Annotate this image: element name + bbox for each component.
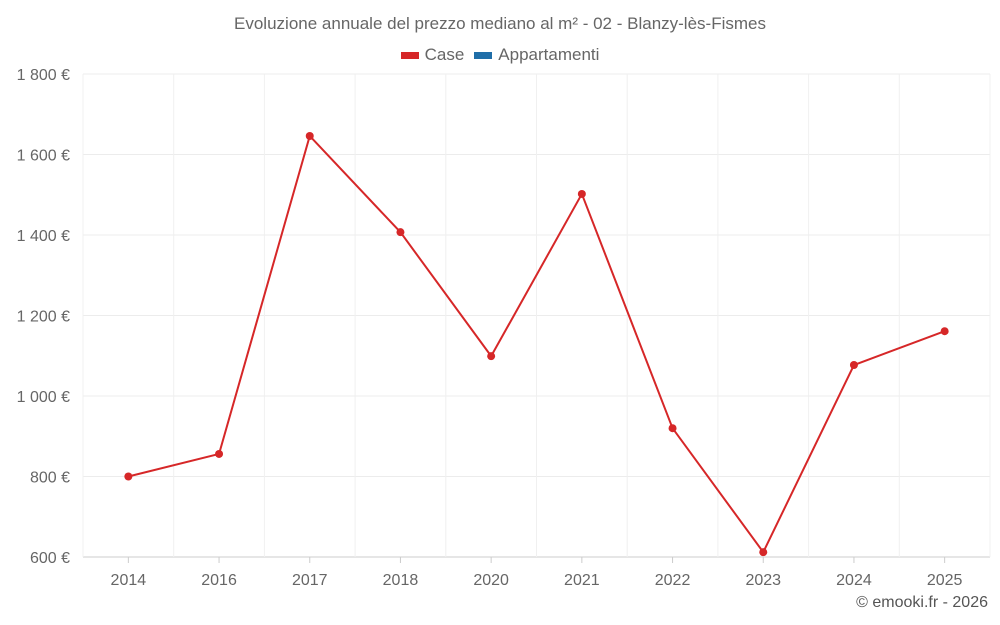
x-tick-label: 2017 (292, 572, 328, 589)
x-tick-label: 2014 (111, 572, 147, 589)
legend-label-appartamenti: Appartamenti (498, 45, 600, 64)
x-tick-label: 2020 (473, 572, 509, 589)
y-tick-label: 1 000 € (17, 389, 70, 406)
data-point (940, 327, 949, 336)
legend-item-appartamenti[interactable]: Appartamenti (474, 45, 599, 65)
y-tick-label: 1 200 € (17, 309, 70, 326)
series-line-case (128, 134, 945, 555)
data-point (759, 548, 768, 557)
legend-swatch-appartamenti (474, 51, 493, 59)
data-point (305, 131, 314, 140)
x-tick-label: 2021 (564, 572, 600, 589)
y-tick-label: 800 € (30, 470, 70, 487)
legend-item-case[interactable]: Case (400, 45, 465, 65)
chart-title: Evoluzione annuale del prezzo mediano al… (234, 14, 766, 33)
data-point (849, 361, 858, 370)
x-tick-label: 2023 (745, 572, 781, 589)
credit-text: © emooki.fr - 2026 (856, 594, 988, 611)
x-tick-label: 2016 (201, 572, 237, 589)
x-tick-label: 2022 (655, 572, 691, 589)
data-point (124, 472, 133, 481)
y-tick-label: 1 600 € (17, 148, 70, 165)
legend-label-case: Case (424, 45, 465, 64)
data-point (668, 424, 677, 433)
y-tick-label: 600 € (30, 550, 70, 567)
chart-legend: Case Appartamenti (0, 45, 1000, 65)
data-point (215, 449, 224, 458)
x-tick-label: 2024 (836, 572, 872, 589)
data-point (396, 228, 405, 237)
y-tick-label: 1 800 € (17, 67, 70, 84)
y-tick-label: 1 400 € (17, 228, 70, 245)
legend-swatch-case (400, 51, 419, 59)
data-point (577, 189, 586, 198)
x-tick-label: 2018 (383, 572, 419, 589)
x-tick-label: 2025 (927, 572, 963, 589)
data-point (487, 352, 496, 361)
